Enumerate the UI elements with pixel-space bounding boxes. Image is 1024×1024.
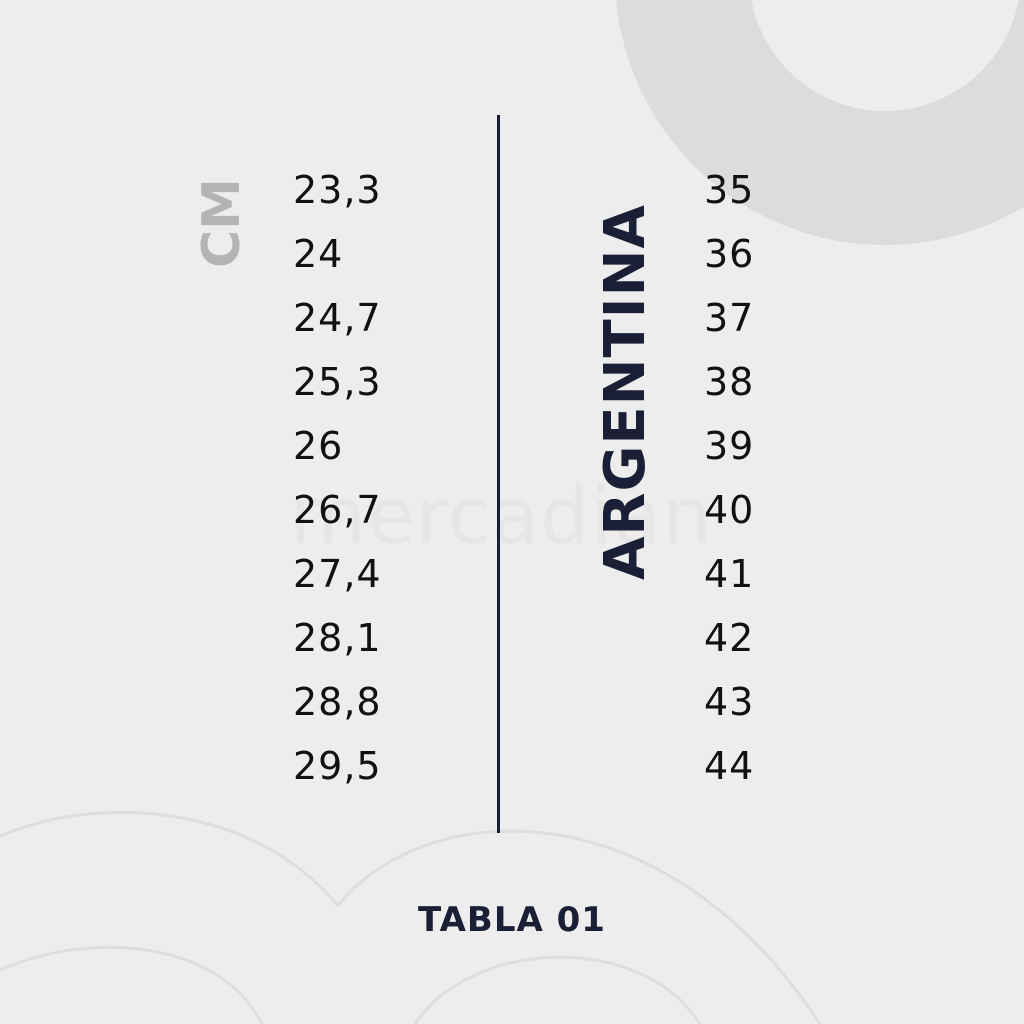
brand-watermark: mercadian — [290, 472, 713, 562]
list-item: 35 — [704, 168, 755, 212]
list-item: 26,7 — [293, 488, 382, 532]
list-item: 28,1 — [293, 616, 382, 660]
list-item: 39 — [704, 424, 755, 468]
list-item: 38 — [704, 360, 755, 404]
list-item: 29,5 — [293, 744, 382, 788]
column-divider — [497, 115, 500, 833]
cm-column-label: CM — [192, 178, 252, 268]
list-item: 37 — [704, 296, 755, 340]
top-right-ring — [616, 0, 1024, 245]
list-item: 41 — [704, 552, 755, 596]
table-caption: TABLA 01 — [418, 900, 606, 940]
list-item: 27,4 — [293, 552, 382, 596]
list-item: 23,3 — [293, 168, 382, 212]
list-item: 36 — [704, 232, 755, 276]
list-item: 42 — [704, 616, 755, 660]
cm-size-list: 23,3 24 24,7 25,3 26 26,7 27,4 28,1 28,8… — [293, 171, 382, 830]
list-item: 25,3 — [293, 360, 382, 404]
bottom-arcs — [0, 810, 822, 1024]
argentina-column-label: ARGENTINA — [593, 204, 658, 580]
list-item: 26 — [293, 424, 344, 468]
list-item: 24,7 — [293, 296, 382, 340]
list-item: 44 — [704, 744, 755, 788]
list-item: 28,8 — [293, 680, 382, 724]
argentina-size-list: 35 36 37 38 39 40 41 42 43 44 — [704, 171, 755, 830]
list-item: 43 — [704, 680, 755, 724]
list-item: 40 — [704, 488, 755, 532]
list-item: 24 — [293, 232, 344, 276]
